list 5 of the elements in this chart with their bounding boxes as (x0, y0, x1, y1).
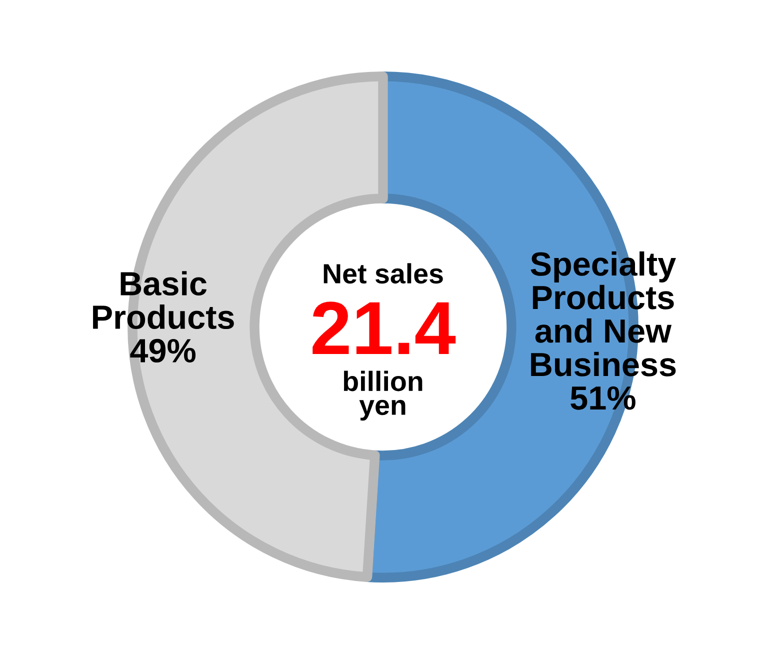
slice-label: Basic Products (93, 271, 234, 330)
text: Net sales (324, 263, 443, 284)
data-label: 49% (130, 338, 196, 363)
text: 21.4 (312, 302, 456, 354)
text: billion yen (344, 370, 422, 421)
